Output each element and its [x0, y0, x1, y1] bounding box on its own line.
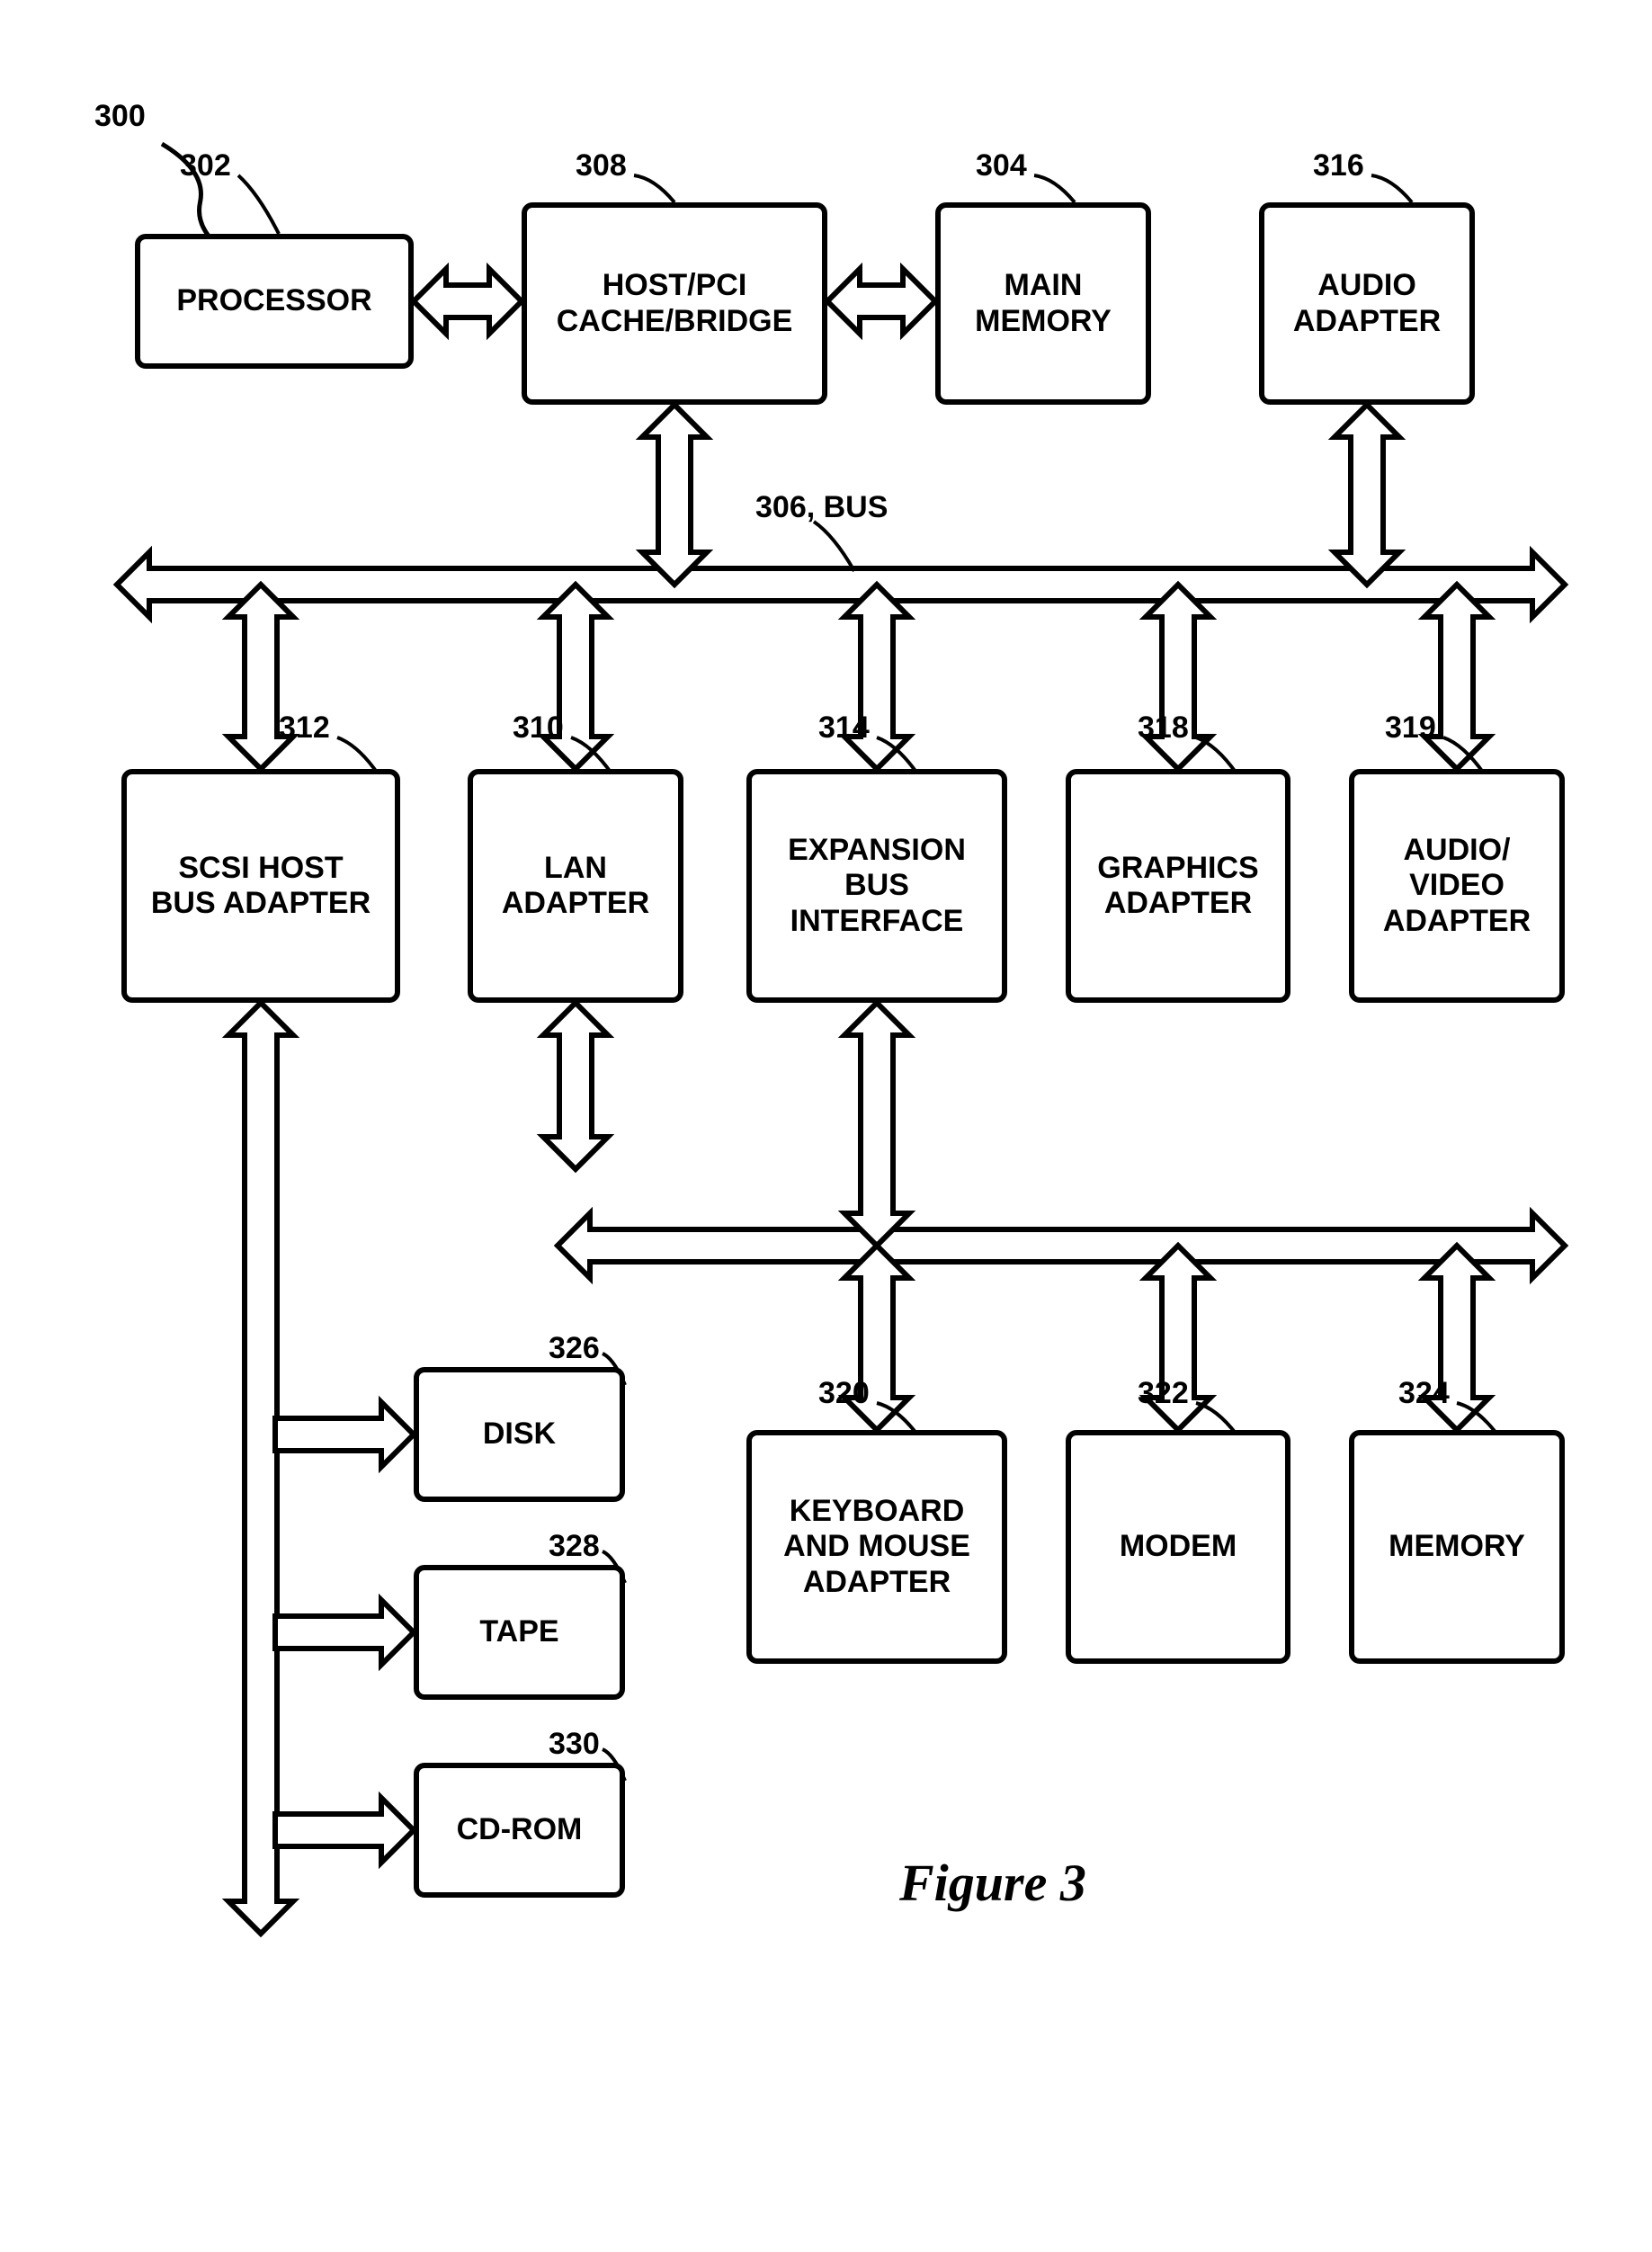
node-label-lan: LANADAPTER: [502, 851, 649, 921]
node-label-disk: DISK: [483, 1416, 556, 1452]
node-processor: PROCESSOR: [135, 234, 414, 369]
ref-disk: 326: [549, 1331, 600, 1366]
node-lan: LANADAPTER: [468, 769, 683, 1003]
ref-processor: 302: [180, 148, 231, 183]
node-label-tape: TAPE: [479, 1614, 558, 1649]
scsi-vertical-bus: [228, 1003, 293, 1934]
ref-av: 319: [1385, 710, 1436, 746]
leader-audio: [1371, 175, 1412, 202]
node-label-mainmem: MAINMEMORY: [975, 268, 1112, 338]
figure-label: Figure 3: [899, 1853, 1086, 1913]
leader-306: [814, 522, 854, 571]
node-audio: AUDIOADAPTER: [1259, 202, 1475, 405]
diagram-container: Figure 3 306, BUS 300 PROCESSOR HOST/PCIC…: [0, 0, 1652, 2252]
node-modem: MODEM: [1066, 1430, 1290, 1664]
ref-audio: 316: [1313, 148, 1364, 183]
node-mainmem: MAINMEMORY: [935, 202, 1151, 405]
node-av: AUDIO/VIDEOADAPTER: [1349, 769, 1565, 1003]
node-label-expbus: EXPANSIONBUSINTERFACE: [788, 833, 966, 938]
node-label-scsi: SCSI HOSTBUS ADAPTER: [151, 851, 371, 921]
node-disk: DISK: [414, 1367, 625, 1502]
bus-bus_exp_h: [558, 1213, 1565, 1278]
node-label-processor: PROCESSOR: [176, 283, 371, 318]
ref-cdrom: 330: [549, 1727, 600, 1762]
connector-expbus-bus_exp_h: [844, 1003, 909, 1246]
ref-lan: 310: [513, 710, 564, 746]
scsi-branch-disk: [275, 1402, 414, 1467]
ref-tape: 328: [549, 1529, 600, 1564]
ref-mainmem: 304: [976, 148, 1027, 183]
node-label-bridge: HOST/PCICACHE/BRIDGE: [557, 268, 793, 338]
node-kbm: KEYBOARDAND MOUSEADAPTER: [746, 1430, 1007, 1664]
connector-audio-bus306: [1335, 405, 1399, 585]
connector-lan-out: [543, 1003, 608, 1169]
node-bridge: HOST/PCICACHE/BRIDGE: [522, 202, 827, 405]
node-memory: MEMORY: [1349, 1430, 1565, 1664]
ref-memory: 324: [1398, 1376, 1450, 1411]
node-label-kbm: KEYBOARDAND MOUSEADAPTER: [783, 1494, 970, 1599]
scsi-branch-tape: [275, 1600, 414, 1665]
node-label-memory: MEMORY: [1389, 1529, 1525, 1564]
system-ref-label: 300: [94, 99, 146, 134]
node-label-cdrom: CD-ROM: [457, 1812, 583, 1847]
ref-kbm: 320: [818, 1376, 870, 1411]
node-label-audio: AUDIOADAPTER: [1293, 268, 1441, 338]
node-label-graphics: GRAPHICSADAPTER: [1097, 851, 1258, 921]
connector-bridge-mainmem: [827, 269, 935, 334]
ref-bridge: 308: [576, 148, 627, 183]
ref-graphics: 318: [1138, 710, 1189, 746]
leader-scsi: [337, 737, 378, 773]
connector-processor-bridge: [414, 269, 522, 334]
scsi-branch-cdrom: [275, 1798, 414, 1863]
node-cdrom: CD-ROM: [414, 1763, 625, 1898]
leader-bridge: [634, 175, 674, 202]
node-label-modem: MODEM: [1120, 1529, 1237, 1564]
node-graphics: GRAPHICSADAPTER: [1066, 769, 1290, 1003]
connector-bridge-bus306: [642, 405, 707, 585]
ref-scsi: 312: [279, 710, 330, 746]
leader-mainmem: [1034, 175, 1075, 202]
ref-modem: 322: [1138, 1376, 1189, 1411]
node-tape: TAPE: [414, 1565, 625, 1700]
node-scsi: SCSI HOSTBUS ADAPTER: [121, 769, 400, 1003]
ref-expbus: 314: [818, 710, 870, 746]
bus-label: 306, BUS: [755, 490, 888, 525]
node-expbus: EXPANSIONBUSINTERFACE: [746, 769, 1007, 1003]
node-label-av: AUDIO/VIDEOADAPTER: [1383, 833, 1531, 938]
leader-processor: [238, 175, 279, 234]
